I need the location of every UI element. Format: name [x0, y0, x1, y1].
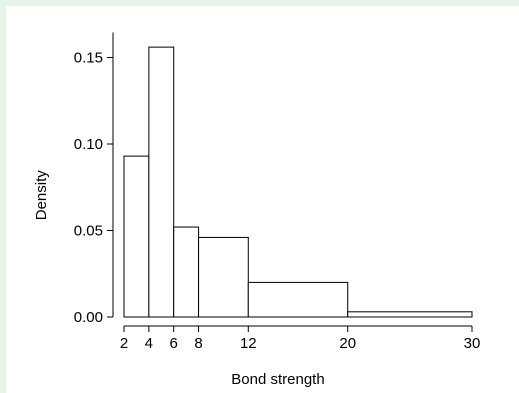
histogram-bar-20-30 — [347, 311, 473, 318]
y-tick-label: 0.10 — [74, 136, 103, 153]
x-tick-label: 4 — [145, 335, 153, 352]
bars-group — [123, 46, 473, 318]
y-axis-title: Density — [33, 170, 50, 221]
x-axis-title: Bond strength — [231, 371, 324, 388]
y-tick-label: 0.15 — [74, 50, 103, 67]
x-tick-label: 6 — [170, 335, 178, 352]
y-tick-label: 0.05 — [74, 223, 103, 240]
histogram-bar-2-4 — [123, 155, 150, 318]
x-tick-label: 12 — [240, 335, 257, 352]
x-tick-label: 8 — [194, 335, 202, 352]
y-tick-label: 0.00 — [74, 309, 103, 326]
histogram-chart: 0.00 0.05 0.10 0.15 2 4 6 8 12 20 30 Bond strengt… — [33, 32, 481, 388]
histogram-bar-4-6 — [148, 46, 175, 318]
histogram-bar-8-12 — [198, 236, 249, 318]
y-ticks-group: 0.00 0.05 0.10 0.15 — [74, 50, 113, 326]
x-tick-label: 20 — [339, 335, 356, 352]
x-tick-label: 2 — [120, 335, 128, 352]
chart-frame: 0.00 0.05 0.10 0.15 2 4 6 8 12 20 30 Bond strengt… — [6, 6, 519, 393]
x-tick-label: 30 — [464, 335, 481, 352]
x-ticks-group: 2 4 6 8 12 20 30 — [120, 326, 481, 352]
histogram-bar-6-8 — [173, 226, 200, 318]
histogram-bar-12-20 — [247, 281, 349, 318]
